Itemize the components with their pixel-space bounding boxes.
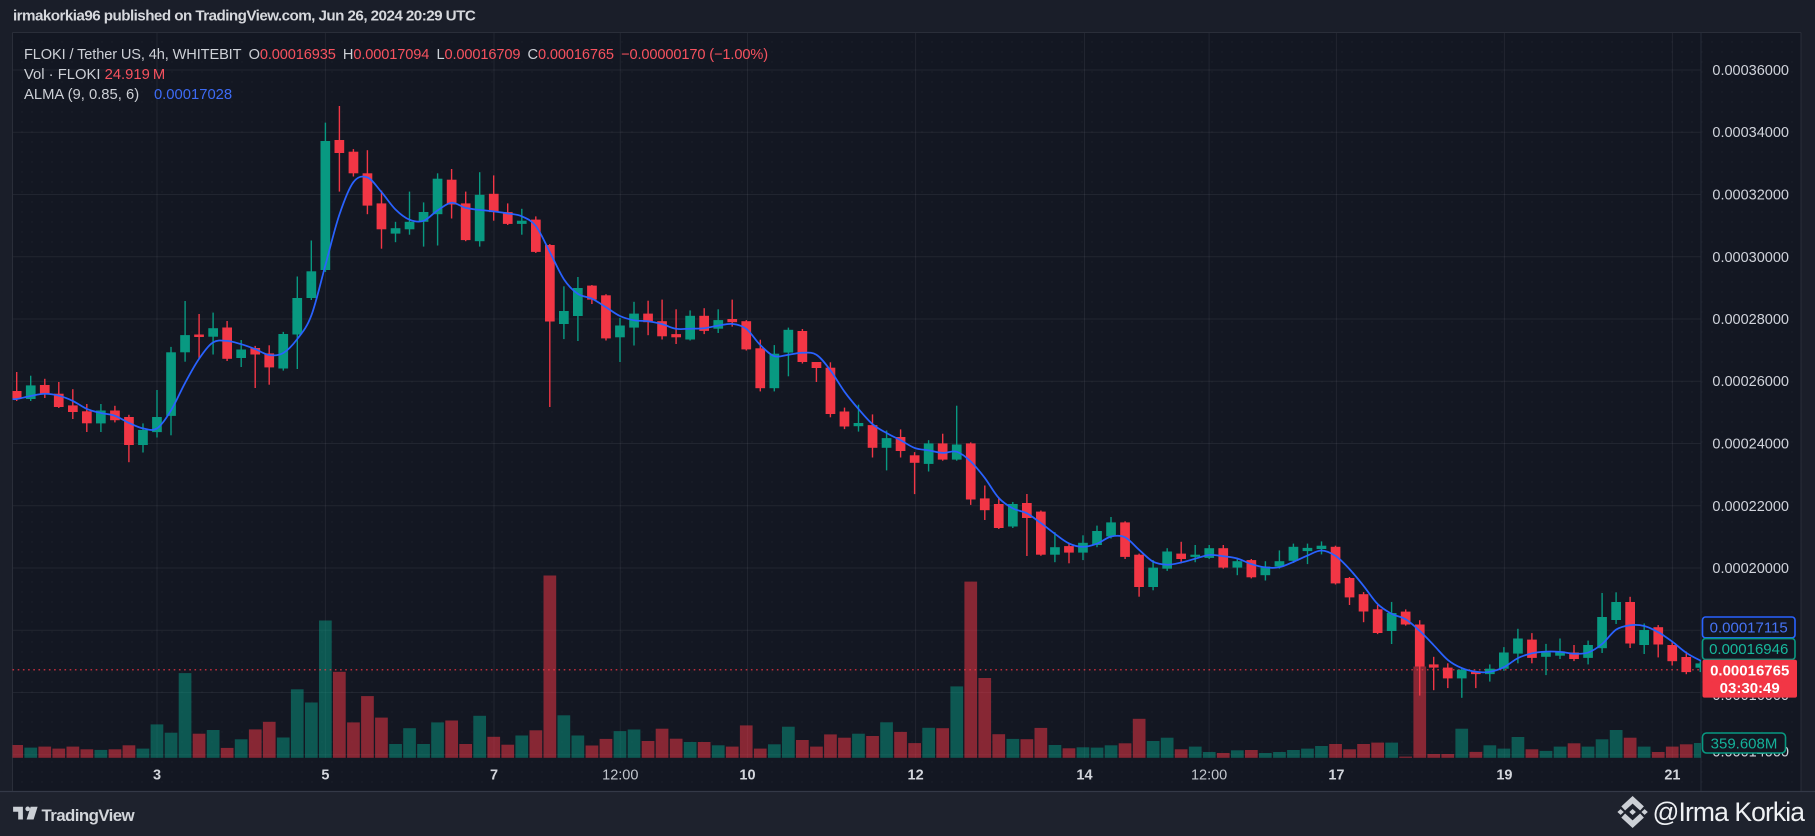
svg-text:ALMA (9, 0.85, 6) 0.00017028: ALMA (9, 0.85, 6) 0.00017028 [24,87,232,103]
svg-text:0.00016946: 0.00016946 [1709,641,1788,658]
svg-text:03:30:49: 03:30:49 [1720,680,1780,697]
svg-text:17: 17 [1328,768,1344,784]
svg-text:TradingView: TradingView [42,806,136,825]
svg-text:0.00032000: 0.00032000 [1712,188,1789,204]
svg-text:0.00030000: 0.00030000 [1712,250,1789,266]
svg-text:359.608M: 359.608M [1711,735,1778,752]
svg-text:19: 19 [1496,768,1512,784]
svg-text:5: 5 [321,768,329,784]
svg-text:12:00: 12:00 [602,768,638,784]
svg-text:0.00020000: 0.00020000 [1712,561,1789,577]
svg-text:3: 3 [153,768,161,784]
svg-text:0.00017115: 0.00017115 [1710,620,1788,637]
svg-text:0.00028000: 0.00028000 [1712,312,1789,328]
svg-text:12:00: 12:00 [1191,768,1227,784]
svg-text:FLOKI / Tether US, 4h, WHITEBI: FLOKI / Tether US, 4h, WHITEBIT O0.00016… [24,47,768,63]
svg-text:irmakorkia96 published on Trad: irmakorkia96 published on TradingView.co… [13,8,476,25]
svg-text:0.00024000: 0.00024000 [1712,437,1789,453]
svg-text:7: 7 [490,768,498,784]
svg-text:12: 12 [908,768,924,784]
svg-text:Vol · FLOKI 24.919 M: Vol · FLOKI 24.919 M [24,67,165,83]
svg-text:10: 10 [739,768,755,784]
svg-text:14: 14 [1076,768,1092,784]
svg-text:@Irma Korkia: @Irma Korkia [1653,797,1806,827]
svg-text:0.00016765: 0.00016765 [1710,662,1789,679]
svg-text:21: 21 [1664,768,1680,784]
svg-text:0.00034000: 0.00034000 [1712,125,1789,141]
svg-text:0.00022000: 0.00022000 [1712,499,1789,515]
svg-text:0.00036000: 0.00036000 [1712,63,1789,79]
svg-text:0.00026000: 0.00026000 [1712,374,1789,390]
